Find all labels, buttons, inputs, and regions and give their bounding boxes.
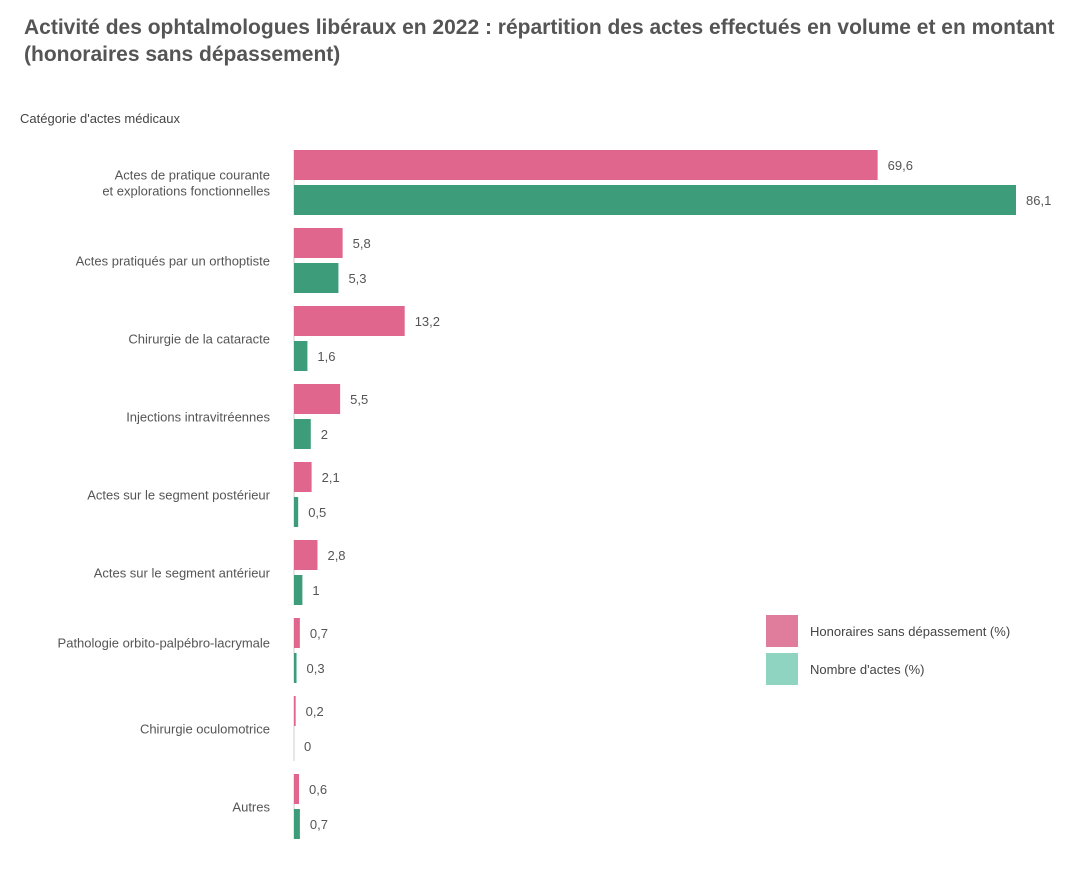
bar-nombre-actes-cat-8[interactable] bbox=[294, 809, 300, 839]
data-label-nombre-actes-cat-7: 0 bbox=[304, 739, 311, 754]
y-axis-title: Catégorie d'actes médicaux bbox=[20, 111, 181, 126]
legend: Honoraires sans dépassement (%) Nombre d… bbox=[766, 615, 1010, 691]
bar-honoraires-cat-7[interactable] bbox=[294, 696, 296, 726]
legend-item-nombre-actes[interactable]: Nombre d'actes (%) bbox=[766, 653, 1010, 685]
data-label-honoraires-cat-8: 0,6 bbox=[309, 782, 327, 797]
category-label-6: Pathologie orbito-palpébro-lacrymale bbox=[58, 636, 270, 651]
bar-honoraires-cat-1[interactable] bbox=[294, 228, 343, 258]
bar-honoraires-cat-6[interactable] bbox=[294, 618, 300, 648]
legend-swatch-honoraires bbox=[766, 615, 798, 647]
bar-nombre-actes-cat-0[interactable] bbox=[294, 185, 1016, 215]
category-label-0: Actes de pratique courante et exploration… bbox=[102, 168, 270, 199]
data-label-honoraires-cat-3: 5,5 bbox=[350, 392, 368, 407]
data-label-nombre-actes-cat-2: 1,6 bbox=[317, 349, 335, 364]
data-label-nombre-actes-cat-4: 0,5 bbox=[308, 505, 326, 520]
chart-title: Activité des ophtalmologues libéraux en … bbox=[24, 16, 1055, 66]
category-label-5: Actes sur le segment antérieur bbox=[94, 566, 271, 581]
data-label-honoraires-cat-2: 13,2 bbox=[415, 314, 440, 329]
data-label-honoraires-cat-1: 5,8 bbox=[353, 236, 371, 251]
data-label-nombre-actes-cat-6: 0,3 bbox=[307, 661, 325, 676]
data-label-honoraires-cat-6: 0,7 bbox=[310, 626, 328, 641]
bar-honoraires-cat-5[interactable] bbox=[294, 540, 318, 570]
bar-honoraires-cat-2[interactable] bbox=[294, 306, 405, 336]
data-label-honoraires-cat-4: 2,1 bbox=[322, 470, 340, 485]
bar-nombre-actes-cat-2[interactable] bbox=[294, 341, 308, 371]
data-label-nombre-actes-cat-1: 5,3 bbox=[348, 271, 366, 286]
legend-label-nombre-actes: Nombre d'actes (%) bbox=[810, 661, 925, 677]
bar-nombre-actes-cat-1[interactable] bbox=[294, 263, 339, 293]
bar-nombre-actes-cat-5[interactable] bbox=[294, 575, 303, 605]
bar-nombre-actes-cat-6[interactable] bbox=[294, 653, 297, 683]
bar-nombre-actes-cat-4[interactable] bbox=[294, 497, 299, 527]
bar-honoraires-cat-3[interactable] bbox=[294, 384, 341, 414]
category-label-4: Actes sur le segment postérieur bbox=[87, 488, 270, 503]
data-label-nombre-actes-cat-3: 2 bbox=[321, 427, 328, 442]
legend-label-honoraires: Honoraires sans dépassement (%) bbox=[810, 623, 1011, 639]
data-label-nombre-actes-cat-5: 1 bbox=[312, 583, 319, 598]
data-label-honoraires-cat-5: 2,8 bbox=[327, 548, 345, 563]
category-label-8: Autres bbox=[232, 800, 270, 815]
legend-item-honoraires[interactable]: Honoraires sans dépassement (%) bbox=[766, 615, 1010, 647]
category-label-3: Injections intravitréennes bbox=[126, 410, 270, 425]
data-label-honoraires-cat-0: 69,6 bbox=[888, 158, 913, 173]
data-label-nombre-actes-cat-0: 86,1 bbox=[1026, 193, 1051, 208]
category-label-7: Chirurgie oculomotrice bbox=[140, 722, 270, 737]
legend-swatch-nombre-actes bbox=[766, 653, 798, 685]
category-label-1: Actes pratiqués par un orthoptiste bbox=[76, 254, 270, 269]
data-label-honoraires-cat-7: 0,2 bbox=[306, 704, 324, 719]
bar-nombre-actes-cat-3[interactable] bbox=[294, 419, 311, 449]
bar-honoraires-cat-8[interactable] bbox=[294, 774, 300, 804]
bar-honoraires-cat-4[interactable] bbox=[294, 462, 312, 492]
data-label-nombre-actes-cat-8: 0,7 bbox=[310, 817, 328, 832]
category-label-2: Chirurgie de la cataracte bbox=[128, 332, 270, 347]
bar-honoraires-cat-0[interactable] bbox=[294, 150, 878, 180]
